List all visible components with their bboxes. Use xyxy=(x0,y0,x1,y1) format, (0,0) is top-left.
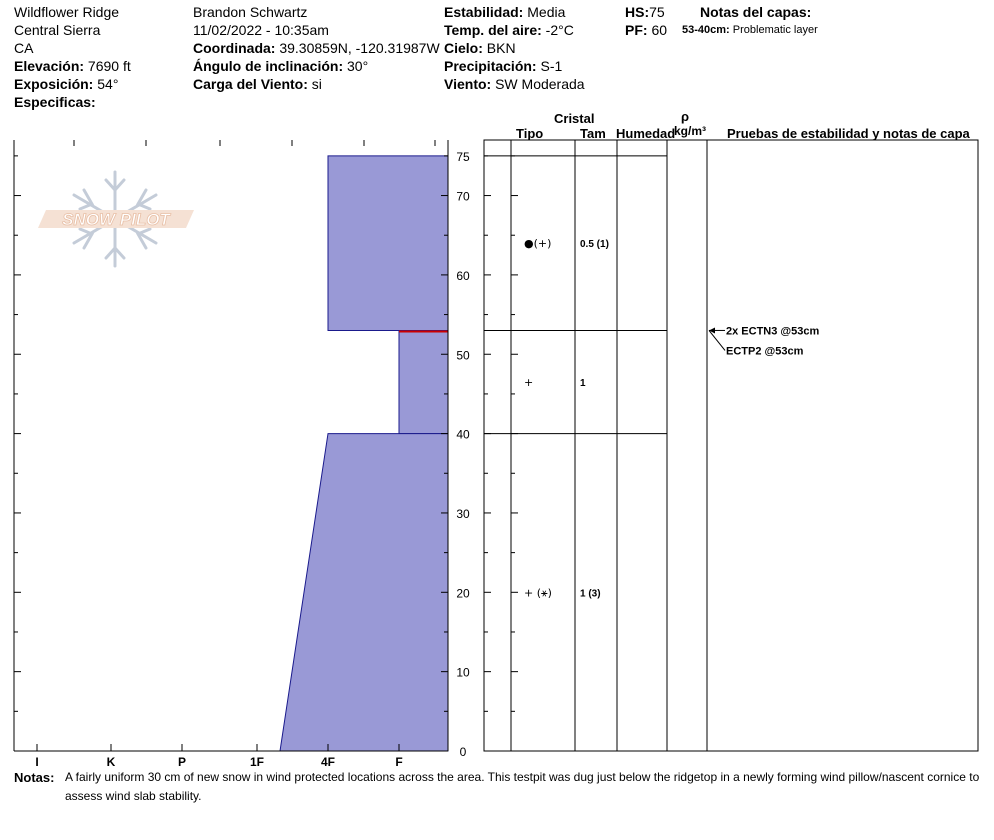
snowpilot-logo: SNOW PILOT xyxy=(38,170,194,268)
layer-note: 53-40cm: Problematic layer xyxy=(682,24,818,36)
airtemp-label: Temp. del aire: xyxy=(444,22,542,38)
airtemp-value: -2°C xyxy=(545,22,574,38)
coordinates: Coordinada: 39.30859N, -120.31987W xyxy=(193,40,440,57)
observer: Brandon Schwartz xyxy=(193,4,308,20)
hardness-chart-frame xyxy=(13,140,449,752)
precipitation: Precipitación: S-1 xyxy=(444,58,562,75)
elevation-label: Elevación: xyxy=(14,58,85,74)
stability-test: 2x ECTN3 @53cm xyxy=(726,325,819,337)
header-moisture: Humedad xyxy=(616,126,676,141)
y-tick-label: 50 xyxy=(456,348,470,362)
hardness-layers xyxy=(279,155,449,752)
coord-value: 39.30859N, -120.31987W xyxy=(279,40,440,56)
sky-label: Cielo: xyxy=(444,40,483,56)
y-tick-label: 20 xyxy=(456,586,470,600)
wind: Viento: SW Moderada xyxy=(444,76,585,93)
x-tick-label: P xyxy=(178,755,186,769)
header-density-unit: kg/m³ xyxy=(674,124,707,138)
pf-value: 60 xyxy=(651,22,668,38)
pf: PF: 60 xyxy=(625,22,667,39)
header-crystal: Cristal xyxy=(554,111,595,126)
stability-tests: 2x ECTN3 @53cm ECTP2 @53cm xyxy=(708,325,819,357)
y-tick-label: 40 xyxy=(456,428,470,442)
hs-value: 75 xyxy=(649,4,665,20)
x-tick-label: 1F xyxy=(250,755,264,769)
elevation: Elevación: 7690 ft xyxy=(14,58,131,75)
layer-rows: ●(+) 0.5 (1) + 1 + (⚹) 1 (3) xyxy=(484,155,667,752)
pf-label: PF: xyxy=(625,22,648,38)
aspect-label: Exposición: xyxy=(14,76,94,92)
y-tick-label: 70 xyxy=(456,190,470,204)
layer-size: 1 xyxy=(580,378,586,389)
x-tick-label: 4F xyxy=(321,755,335,769)
header-type: Tipo xyxy=(516,126,544,141)
notes-text: A fairly uniform 30 cm of new snow in wi… xyxy=(65,770,980,803)
header-rho: ρ xyxy=(681,109,690,124)
stability-test: ECTP2 @53cm xyxy=(726,345,804,357)
header-tests: Pruebas de estabilidad y notas de capa xyxy=(727,126,970,141)
hardness-layer xyxy=(398,329,449,435)
aspect: Exposición: 54° xyxy=(14,76,118,93)
layer-size: 0.5 (1) xyxy=(580,239,609,250)
hardness-axis: I K P 1F 4F F xyxy=(13,140,436,769)
layer-crystal: + xyxy=(524,376,533,389)
notes-label: Notas: xyxy=(14,770,55,785)
header-size: Tam xyxy=(580,126,606,141)
hs-label: HS: xyxy=(625,4,650,20)
y-tick-label: 30 xyxy=(456,507,470,521)
datetime: 11/02/2022 - 10:35am xyxy=(193,22,329,38)
height-axis: 0 10 20 30 40 50 60 70 75 xyxy=(14,150,518,759)
hardness-layer xyxy=(327,155,449,331)
layer-size: 1 (3) xyxy=(580,588,601,599)
layer-note-range: 53-40cm: xyxy=(682,24,730,36)
layer-crystal: ●(+) xyxy=(524,237,551,250)
y-tick-label: 75 xyxy=(456,150,470,164)
notes: Notas: A fairly uniform 30 cm of new sno… xyxy=(14,768,994,803)
wind-label: Viento: xyxy=(444,76,492,92)
windload-label: Carga del Viento: xyxy=(193,76,308,92)
elevation-value: 7690 ft xyxy=(87,58,131,74)
location: Wildflower Ridge xyxy=(14,4,120,20)
x-tick-label: I xyxy=(35,755,38,769)
slope-label: Ángulo de inclinación: xyxy=(193,58,344,74)
precip-label: Precipitación: xyxy=(444,58,537,74)
layer-crystal: + (⚹) xyxy=(524,586,552,599)
wind-loading: Carga del Viento: si xyxy=(193,76,322,93)
layer-table-frame xyxy=(483,139,979,752)
test-pointer xyxy=(708,330,726,351)
hardness-layer xyxy=(279,433,449,752)
arrow-icon xyxy=(709,327,715,334)
sky: Cielo: BKN xyxy=(444,40,516,57)
logo-banner xyxy=(38,210,194,228)
layer-notes-label: Notas del capas: xyxy=(700,4,812,20)
windload-value: si xyxy=(311,76,322,92)
stability: Estabilidad: Media xyxy=(444,4,565,21)
wind-value: SW Moderada xyxy=(495,76,585,92)
y-tick-label: 10 xyxy=(456,666,470,680)
sky-value: BKN xyxy=(486,40,516,56)
air-temp: Temp. del aire: -2°C xyxy=(444,22,574,39)
x-tick-label: F xyxy=(395,755,402,769)
slope-value: 30° xyxy=(347,58,369,74)
state: CA xyxy=(14,40,34,56)
y-tick-label: 60 xyxy=(456,269,470,283)
stability-value: Media xyxy=(527,4,566,20)
range: Central Sierra xyxy=(14,22,101,38)
y-tick-label: 0 xyxy=(460,745,467,759)
logo-text: SNOW PILOT xyxy=(62,210,171,229)
hs: HS:75 xyxy=(625,4,665,21)
layer-note-text: Problematic layer xyxy=(732,24,818,36)
slope-angle: Ángulo de inclinación: 30° xyxy=(193,58,368,75)
aspect-value: 54° xyxy=(97,76,119,92)
stability-label: Estabilidad: xyxy=(444,4,524,20)
x-tick-label: K xyxy=(107,755,116,769)
coord-label: Coordinada: xyxy=(193,40,276,56)
specifics-label: Especificas: xyxy=(14,94,96,110)
precip-value: S-1 xyxy=(540,58,563,74)
